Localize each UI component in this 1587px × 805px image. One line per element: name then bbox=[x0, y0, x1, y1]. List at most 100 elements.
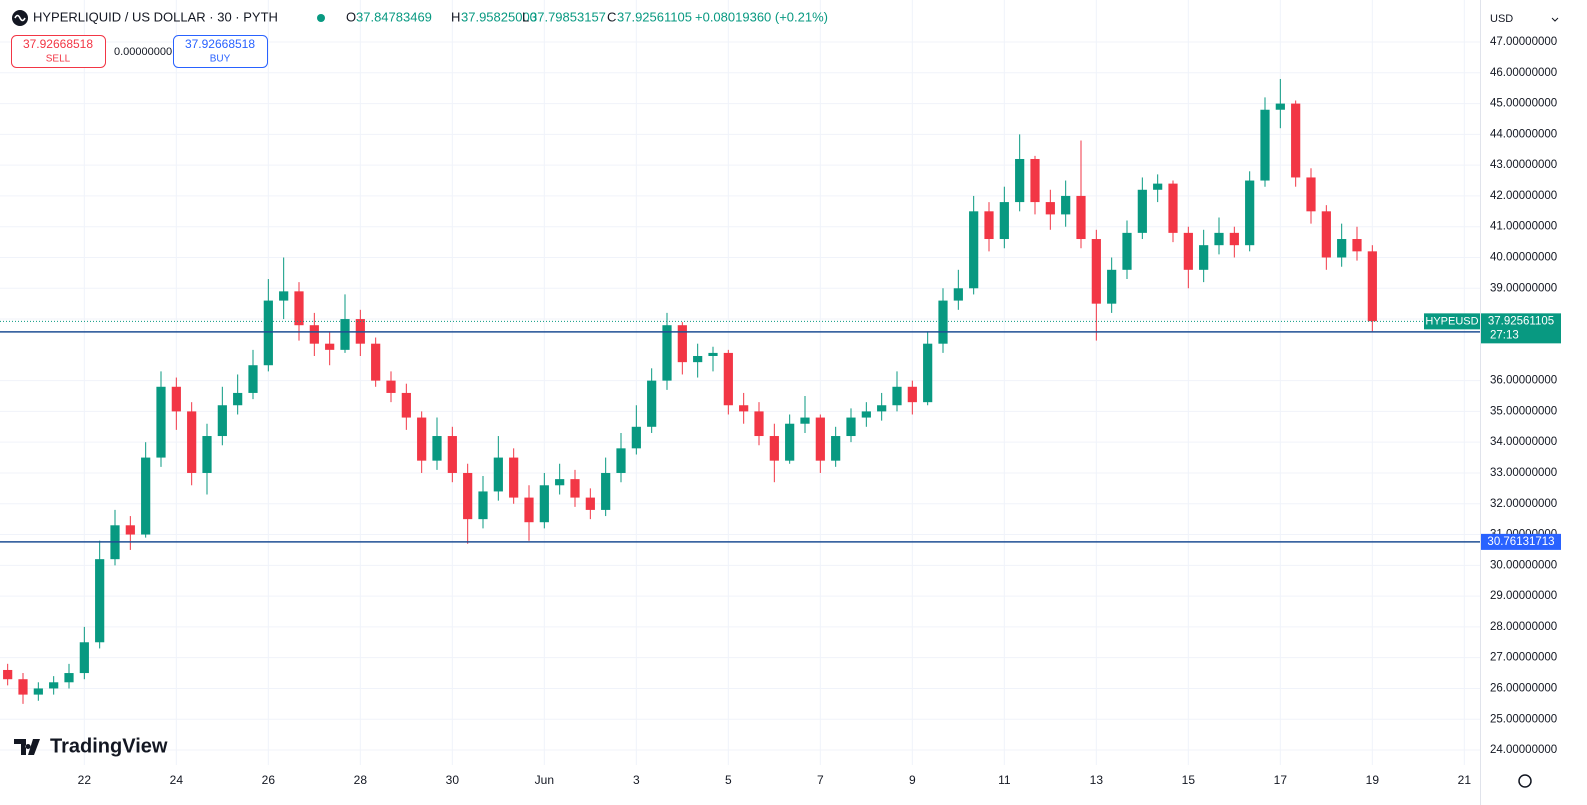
symbol-icon-glyph bbox=[14, 14, 26, 22]
candle-body bbox=[1291, 103, 1301, 178]
candle-body bbox=[1321, 211, 1331, 258]
sell-button[interactable] bbox=[11, 35, 106, 68]
candle-body bbox=[1306, 177, 1316, 212]
x-tick-label: 22 bbox=[78, 773, 92, 787]
ohlc-value: 37.79853157 bbox=[530, 9, 606, 24]
y-tick-label: 27.00000000 bbox=[1490, 652, 1557, 664]
candle-body bbox=[294, 291, 304, 326]
market-status bbox=[317, 14, 325, 22]
x-tick-label: 15 bbox=[1182, 773, 1196, 787]
candle-body bbox=[1137, 189, 1147, 233]
settings-icon[interactable] bbox=[1518, 774, 1532, 788]
ohlc-value: 37.92561105 bbox=[617, 9, 692, 24]
marks bbox=[0, 78, 1480, 704]
candle-body bbox=[3, 669, 13, 680]
candle-body bbox=[1076, 195, 1086, 240]
candle-body bbox=[907, 386, 917, 403]
candle-body bbox=[677, 325, 687, 363]
candle-body bbox=[401, 392, 411, 418]
candle-body bbox=[1199, 245, 1209, 270]
candle-body bbox=[1030, 158, 1040, 203]
y-tick-label: 40.00000000 bbox=[1490, 252, 1557, 264]
ohlc-label: L bbox=[522, 9, 529, 24]
candle-body bbox=[1367, 251, 1377, 322]
candle-body bbox=[969, 211, 979, 289]
change: +0.08019360 (+0.21%) bbox=[695, 9, 828, 24]
candle-body bbox=[524, 497, 534, 523]
candle-body bbox=[1229, 232, 1239, 246]
y-tick-label: 42.00000000 bbox=[1490, 190, 1557, 202]
candle-body bbox=[1275, 103, 1285, 110]
sell-price[interactable]: 37.92668518 bbox=[23, 37, 93, 51]
candle-body bbox=[953, 288, 963, 301]
x-tick-label: 17 bbox=[1274, 773, 1288, 787]
y-tick-label: 43.00000000 bbox=[1490, 159, 1557, 171]
candle-body bbox=[417, 417, 427, 461]
candle-body bbox=[447, 436, 457, 473]
sell-label[interactable]: SELL bbox=[46, 54, 71, 65]
buy-label[interactable]: BUY bbox=[210, 54, 231, 65]
countdown: 27:13 bbox=[1490, 329, 1519, 341]
symbol-title: HYPERLIQUID / US DOLLAR · 30 · PYTH bbox=[33, 9, 278, 24]
buy-button[interactable] bbox=[173, 35, 268, 68]
symbol-tag: HYPEUSD bbox=[1425, 315, 1478, 327]
y-tick-label: 44.00000000 bbox=[1490, 128, 1557, 140]
ohlc-label: H bbox=[451, 9, 460, 24]
candle-body bbox=[754, 411, 764, 437]
candle-body bbox=[340, 319, 350, 350]
candle-body bbox=[95, 559, 105, 643]
candle-body bbox=[631, 426, 641, 449]
candle-body bbox=[202, 436, 212, 473]
candle-body bbox=[923, 343, 933, 403]
x-tick-label: 9 bbox=[909, 773, 916, 787]
candle-body bbox=[1153, 183, 1163, 190]
candle-body bbox=[1168, 183, 1178, 233]
x-tick-label: 13 bbox=[1090, 773, 1104, 787]
candle-body bbox=[1045, 202, 1055, 215]
x-tick-label: 28 bbox=[354, 773, 368, 787]
candle-body bbox=[723, 352, 733, 406]
x-tick-label: 24 bbox=[170, 773, 184, 787]
currency-caret[interactable] bbox=[1551, 17, 1559, 22]
candle-body bbox=[861, 411, 871, 418]
candle-body bbox=[601, 472, 611, 510]
candle-body bbox=[493, 457, 503, 492]
candle-body bbox=[325, 343, 335, 350]
y-tick-label: 30.00000000 bbox=[1490, 559, 1557, 571]
candle-body bbox=[800, 417, 810, 424]
candle-body bbox=[49, 682, 59, 689]
candle-body bbox=[785, 423, 795, 461]
candle-body bbox=[1122, 232, 1132, 270]
candle-body bbox=[141, 457, 151, 535]
candle-body bbox=[463, 472, 473, 520]
y-tick-label: 47.00000000 bbox=[1490, 36, 1557, 48]
buy-price[interactable]: 37.92668518 bbox=[185, 37, 255, 51]
candle-body bbox=[570, 479, 580, 498]
candle-body bbox=[1183, 232, 1193, 270]
ohlc-value: 37.84783469 bbox=[356, 9, 432, 24]
candle-body bbox=[432, 436, 442, 461]
y-tick-label: 32.00000000 bbox=[1490, 498, 1557, 510]
brand-logo bbox=[14, 739, 40, 755]
y-tick-label: 25.00000000 bbox=[1490, 713, 1557, 725]
candle-body bbox=[877, 405, 887, 412]
y-tick-label: 41.00000000 bbox=[1490, 221, 1557, 233]
y-tick-label: 28.00000000 bbox=[1490, 621, 1557, 633]
candle-body bbox=[371, 343, 381, 381]
currency[interactable]: USD bbox=[1490, 13, 1513, 25]
candle-body bbox=[815, 417, 825, 461]
candle-body bbox=[263, 300, 273, 366]
candle-body bbox=[1352, 239, 1362, 252]
candle-body bbox=[1061, 195, 1071, 215]
y-tick-label: 34.00000000 bbox=[1490, 436, 1557, 448]
x-tick-label: Jun bbox=[535, 773, 554, 787]
candle-body bbox=[1015, 158, 1025, 203]
y-tick-label: 39.00000000 bbox=[1490, 282, 1557, 294]
x-tick-label: 5 bbox=[725, 773, 732, 787]
candle-body bbox=[585, 497, 595, 510]
symbol-tag-bg bbox=[1424, 313, 1480, 330]
candle-body bbox=[769, 436, 779, 461]
candle-body bbox=[509, 457, 519, 498]
